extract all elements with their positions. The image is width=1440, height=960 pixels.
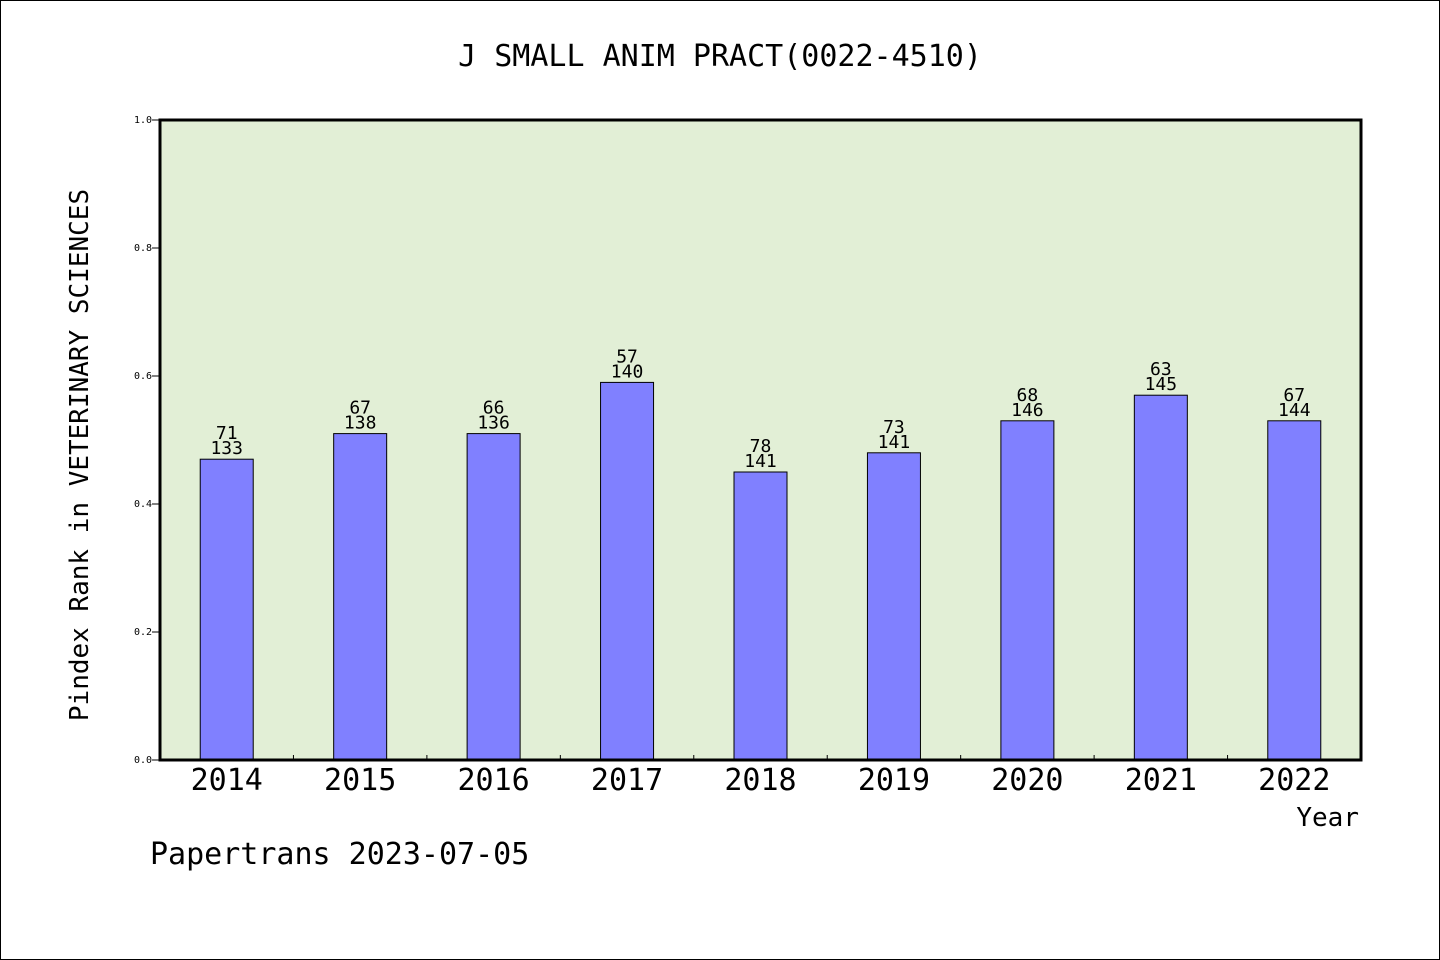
bar-label-bottom: 138 — [344, 413, 377, 434]
footer-credit: Papertrans 2023-07-05 — [150, 837, 529, 872]
x-tick-label: 2014 — [191, 763, 263, 798]
y-tick-label: 0.8 — [134, 243, 152, 254]
bar-label-top: 57 — [616, 346, 638, 367]
y-axis-label: Pindex Rank in VETERINARY SCIENCES — [65, 189, 95, 721]
chart-title: J SMALL ANIM PRACT(0022-4510) — [458, 39, 982, 74]
plot-border — [158, 118, 1363, 762]
x-tick-label: 2016 — [457, 763, 529, 798]
bar-label-bottom: 133 — [210, 438, 243, 459]
y-tick-label: 0.6 — [134, 371, 152, 382]
bar-label-top: 66 — [483, 398, 505, 419]
bar-label-top: 67 — [1283, 385, 1305, 406]
bar-2015 — [333, 433, 388, 761]
y-tick-label: 0.2 — [134, 627, 152, 638]
bar-label-top: 73 — [883, 417, 905, 438]
x-tick-label: 2018 — [724, 763, 796, 798]
bars — [199, 381, 1322, 761]
bar-2019 — [866, 452, 921, 761]
y-tick-label: 0.0 — [134, 755, 152, 766]
x-tick-label: 2021 — [1125, 763, 1197, 798]
bar-2017 — [600, 381, 655, 761]
bar-2022 — [1267, 420, 1322, 761]
x-tick-label: 2019 — [858, 763, 930, 798]
bar-label-top: 71 — [216, 423, 238, 444]
bar-label-bottom: 140 — [611, 361, 644, 382]
x-axis: 2014 2015 2016 2017 2018 2019 2020 2021 2022 — [191, 755, 1330, 798]
x-tick-label: 2022 — [1258, 763, 1330, 798]
y-tick-label: 0.4 — [134, 499, 152, 510]
y-axis: 0.0 0.2 0.4 0.6 0.8 1.0 — [134, 115, 160, 766]
bar-label-top: 67 — [349, 398, 371, 419]
x-tick-label: 2020 — [991, 763, 1063, 798]
bar-label-bottom: 141 — [878, 432, 911, 453]
x-axis-label: Year — [1296, 803, 1359, 833]
bar-label-bottom: 144 — [1278, 400, 1311, 421]
bar-2014 — [199, 458, 254, 761]
bar-label-top: 68 — [1017, 385, 1039, 406]
bar-label-bottom: 145 — [1145, 374, 1178, 395]
bar-label-top: 63 — [1150, 359, 1172, 380]
x-tick-label: 2015 — [324, 763, 396, 798]
bar-label-top: 78 — [750, 436, 772, 457]
bar-label-bottom: 146 — [1011, 400, 1044, 421]
bar-2016 — [466, 433, 521, 761]
y-tick-label: 1.0 — [134, 115, 152, 126]
x-tick-label: 2017 — [591, 763, 663, 798]
bar-2018 — [733, 471, 788, 761]
bar-2020 — [1000, 420, 1055, 761]
data-labels: 7113367138661365714078141731416814663145… — [210, 346, 1310, 472]
bar-label-bottom: 141 — [744, 451, 777, 472]
bar-2021 — [1133, 394, 1188, 761]
bar-label-bottom: 136 — [477, 413, 510, 434]
